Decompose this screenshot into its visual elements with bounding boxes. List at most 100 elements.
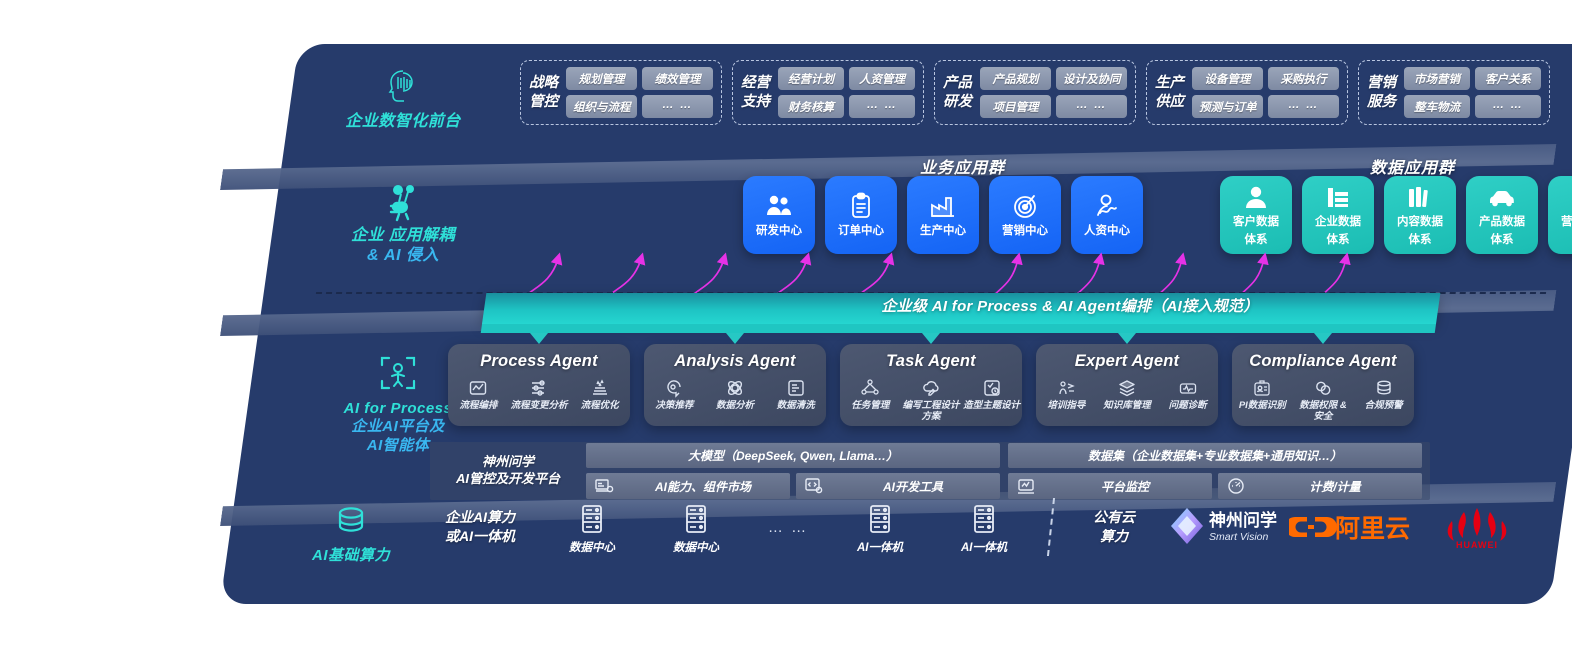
monitor-icon xyxy=(1016,476,1038,496)
agent-up-arrow-icon xyxy=(530,333,548,344)
domain-chip[interactable]: 经营计划 xyxy=(778,67,844,90)
data-card-enterprise[interactable]: 企业数据 体系 xyxy=(1302,176,1374,254)
agent-feature[interactable]: 数据分析 xyxy=(706,376,764,412)
ai-platform-bar: 神州问学 AI管控及开发平台 大模型（DeepSeek, Qwen, Llama… xyxy=(430,442,1430,500)
domain-chip[interactable]: 财务核算 xyxy=(778,95,844,118)
domain-group-title: 经营 支持 xyxy=(741,75,770,110)
app-card-production-center[interactable]: 生产中心 xyxy=(907,176,979,254)
infra-node-datacenter-2[interactable]: 数据中心 xyxy=(644,499,748,555)
domain-chip[interactable]: 产品规划 xyxy=(980,67,1051,90)
domain-chip[interactable]: 整车物流 xyxy=(1404,95,1470,118)
platform-item-billing[interactable]: 计费/计量 xyxy=(1218,473,1422,499)
app-card-label: 生产中心 xyxy=(920,225,966,238)
agent-card-compliance[interactable]: Compliance Agent PI数据识别 数据权限 & 安全 xyxy=(1232,333,1414,426)
clipboard-icon xyxy=(849,191,873,221)
vendor-huawei[interactable]: HUAWEI xyxy=(1414,496,1540,558)
data-card-customer[interactable]: 客户数据 体系 xyxy=(1220,176,1292,254)
agent-feature[interactable]: PI数据识别 xyxy=(1233,376,1291,422)
platform-item-market[interactable]: AI能力、组件市场 xyxy=(586,473,790,499)
domain-chip[interactable]: 客户关系 xyxy=(1475,67,1541,90)
infra-node-datacenter-1[interactable]: 数据中心 xyxy=(540,499,644,555)
diagnose-icon xyxy=(1159,376,1217,400)
domain-chip-more[interactable]: … … xyxy=(642,95,713,118)
person-scan-icon xyxy=(298,352,498,394)
infrastructure-label: AI基础算力 xyxy=(256,502,446,565)
domain-chip-more[interactable]: … … xyxy=(1056,95,1127,118)
vendor-aliyun[interactable]: 阿里云 xyxy=(1288,496,1414,558)
domain-chip[interactable]: 设备管理 xyxy=(1192,67,1263,90)
domain-group-operations[interactable]: 经营 支持 经营计划 人资管理 财务核算 … … xyxy=(732,60,924,125)
infra-node-ai-appliance-1[interactable]: AI一体机 xyxy=(828,499,932,555)
domain-chip-more[interactable]: … … xyxy=(1268,95,1339,118)
domain-chip[interactable]: 绩效管理 xyxy=(642,67,713,90)
data-card-label: 客户数据 xyxy=(1233,216,1279,229)
domain-chip[interactable]: 设计及协同 xyxy=(1056,67,1127,90)
agent-name: Compliance Agent xyxy=(1249,352,1397,370)
data-card-label2: 体系 xyxy=(1408,234,1432,246)
agent-feature[interactable]: 流程编排 xyxy=(449,376,507,412)
agent-name: Task Agent xyxy=(886,352,976,370)
domain-group-product-rd[interactable]: 产品 研发 产品规划 设计及协同 项目管理 … … xyxy=(934,60,1136,125)
data-card-label: 企业数据 xyxy=(1315,216,1361,229)
agent-feature[interactable]: 问题诊断 xyxy=(1159,376,1217,412)
domain-group-title: 生产 供应 xyxy=(1155,75,1184,110)
platform-brand: 神州问学 AI管控及开发平台 xyxy=(438,454,578,488)
vendor-shenzhou[interactable]: 神州问学 Smart Vision xyxy=(1162,496,1288,558)
domain-group-list: 战略 管控 规划管理 绩效管理 组织与流程 … … 经营 xyxy=(520,60,1550,125)
domain-group-strategy[interactable]: 战略 管控 规划管理 绩效管理 组织与流程 … … xyxy=(520,60,722,125)
domain-chip[interactable]: 市场营销 xyxy=(1404,67,1470,90)
market-icon xyxy=(594,476,616,496)
agent-feature[interactable]: 决策推荐 xyxy=(645,376,703,412)
platform-dataset-bar[interactable]: 数据集（企业数据集+专业数据集+通用知识…） xyxy=(1008,443,1422,468)
agent-feature[interactable]: 流程变更分析 xyxy=(510,376,568,412)
agent-name: Analysis Agent xyxy=(674,352,796,370)
domain-chip[interactable]: 组织与流程 xyxy=(566,95,637,118)
domain-chip[interactable]: 采购执行 xyxy=(1268,67,1339,90)
agent-feature[interactable]: 数据权限 & 安全 xyxy=(1294,376,1352,422)
domain-chip[interactable]: 项目管理 xyxy=(980,95,1051,118)
data-card-content[interactable]: 内容数据 体系 xyxy=(1384,176,1456,254)
platform-item-monitor[interactable]: 平台监控 xyxy=(1008,473,1212,499)
domain-group-production-supply[interactable]: 生产 供应 设备管理 采购执行 预测与订单 … … xyxy=(1146,60,1348,125)
dev-tool-icon xyxy=(804,476,826,496)
domain-chip-more[interactable]: … … xyxy=(849,95,915,118)
platform-item-devtool[interactable]: AI开发工具 xyxy=(796,473,1000,499)
app-card-rd-center[interactable]: 研发中心 xyxy=(743,176,815,254)
data-card-marketing[interactable]: 营销数据 体系 xyxy=(1548,176,1572,254)
domain-chip[interactable]: 预测与订单 xyxy=(1192,95,1263,118)
domain-chip[interactable]: 规划管理 xyxy=(566,67,637,90)
agent-feature[interactable]: 造型主题设计 xyxy=(963,376,1021,422)
domain-chip[interactable]: 人资管理 xyxy=(849,67,915,90)
agent-card-task[interactable]: Task Agent 任务管理 编写工程设计方案 xyxy=(840,333,1022,426)
agent-card-process[interactable]: Process Agent 流程编排 流程变更分析 xyxy=(448,333,630,426)
domain-group-marketing-service[interactable]: 营销 服务 市场营销 客户关系 整车物流 … … xyxy=(1358,60,1550,125)
domain-chip-more[interactable]: … … xyxy=(1475,95,1541,118)
agent-feature[interactable]: 任务管理 xyxy=(841,376,899,422)
agent-card-analysis[interactable]: Analysis Agent 决策推荐 数据分析 xyxy=(644,333,826,426)
agent-feature[interactable]: 合规预警 xyxy=(1355,376,1413,422)
app-card-order-center[interactable]: 订单中心 xyxy=(825,176,897,254)
agent-feature[interactable]: 数据清洗 xyxy=(767,376,825,412)
app-card-label: 营销中心 xyxy=(1002,225,1048,238)
app-card-label: 人资中心 xyxy=(1084,225,1130,238)
agent-feature[interactable]: 培训指导 xyxy=(1037,376,1095,412)
app-card-marketing-center[interactable]: 营销中心 xyxy=(989,176,1061,254)
ai-process-label: AI for Process 企业AI平台及 AI智能体 xyxy=(298,352,498,455)
agent-feature[interactable]: 流程优化 xyxy=(571,376,629,412)
server-rack-icon xyxy=(932,499,1036,539)
optimize-icon xyxy=(571,376,629,400)
app-card-hr-center[interactable]: 人资中心 xyxy=(1071,176,1143,254)
id-card-icon xyxy=(1233,376,1291,400)
infra-node-ai-appliance-2[interactable]: AI一体机 xyxy=(932,499,1036,555)
agent-card-expert[interactable]: Expert Agent 培训指导 知识库管理 xyxy=(1036,333,1218,426)
platform-left-column: 大模型（DeepSeek, Qwen, Llama…） AI能力、组件市场 AI… xyxy=(586,443,1000,499)
agent-feature[interactable]: 编写工程设计方案 xyxy=(902,376,960,422)
platform-llm-bar[interactable]: 大模型（DeepSeek, Qwen, Llama…） xyxy=(586,443,1000,468)
agent-feature[interactable]: 知识库管理 xyxy=(1098,376,1156,412)
data-card-label: 产品数据 xyxy=(1479,216,1525,229)
infra-more-dots: … … xyxy=(767,518,809,536)
aliyun-logo: 阿里云 xyxy=(1289,515,1410,543)
car-icon xyxy=(1487,182,1517,212)
data-card-product[interactable]: 产品数据 体系 xyxy=(1466,176,1538,254)
